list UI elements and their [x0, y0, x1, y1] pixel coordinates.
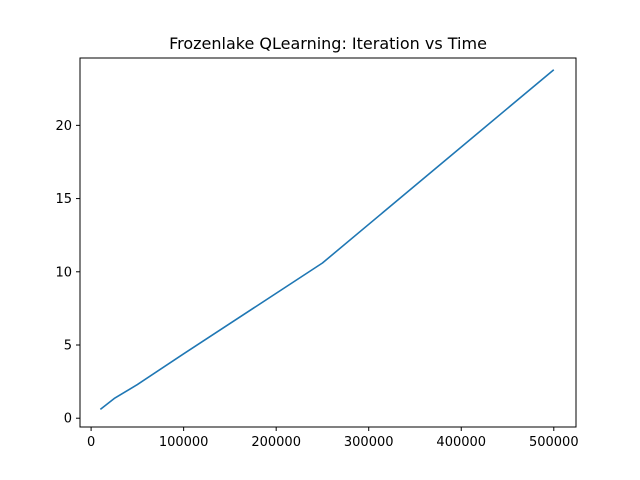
x-axis: 0 100000 200000 300000 400000 500000 — [87, 427, 579, 450]
y-tick-label: 0 — [64, 412, 72, 427]
plot-area-frame — [79, 57, 577, 428]
x-tick-label: 0 — [87, 435, 95, 450]
y-tick-label: 15 — [55, 192, 72, 207]
y-axis: 0 5 10 15 20 — [55, 119, 80, 427]
x-tick-label: 200000 — [251, 435, 301, 450]
y-tick-label: 10 — [55, 265, 72, 280]
chart-title: Frozenlake QLearning: Iteration vs Time — [169, 34, 487, 53]
x-tick-label: 100000 — [159, 435, 209, 450]
x-tick-label: 300000 — [344, 435, 394, 450]
y-tick-label: 5 — [64, 339, 72, 354]
x-tick-label: 500000 — [529, 435, 579, 450]
y-tick-label: 20 — [55, 119, 72, 134]
series-line — [99, 69, 555, 411]
x-tick-label: 400000 — [436, 435, 486, 450]
series-layer — [99, 69, 555, 411]
